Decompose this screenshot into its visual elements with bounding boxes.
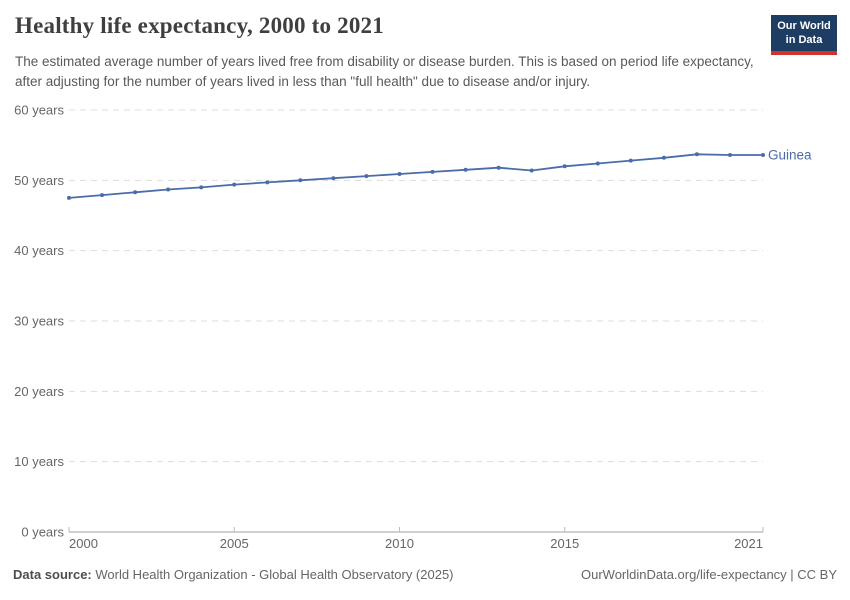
data-source-text: World Health Organization - Global Healt… [91,567,454,582]
page-title: Healthy life expectancy, 2000 to 2021 [15,13,384,38]
data-point[interactable] [232,182,237,187]
x-tick-label: 2015 [550,536,579,551]
page-subtitle: The estimated average number of years li… [15,54,754,89]
data-point[interactable] [430,169,435,174]
x-tick-label: 2000 [69,536,98,551]
data-point[interactable] [133,190,138,195]
chart-footer: Data source: World Health Organization -… [13,567,837,582]
y-tick-label: 50 years [14,173,64,188]
data-point[interactable] [529,168,534,173]
owid-logo-stripe [771,51,837,55]
data-source-label: Data source: [13,567,92,582]
data-point[interactable] [199,185,204,190]
data-source-note: Data source: World Health Organization -… [13,567,454,582]
data-point[interactable] [100,193,104,198]
data-point[interactable] [265,180,270,185]
series-line[interactable] [68,153,763,199]
data-point[interactable] [298,178,303,183]
owid-url-license[interactable]: OurWorldinData.org/life-expectancy | CC … [580,567,837,582]
x-tick-label: 2021 [734,536,763,551]
data-point[interactable] [166,187,171,192]
owid-logo-line1: Our World [777,20,831,32]
data-point[interactable] [661,155,666,160]
data-point[interactable] [728,153,732,157]
y-tick-label: 0 years [21,525,64,540]
line-chart-canvas: 0 years 10 years 20 years 30 years 40 years 5… [14,103,812,551]
series-end-label[interactable]: Guinea [768,148,812,163]
data-point[interactable] [331,176,336,181]
data-point[interactable] [463,167,468,172]
data-point[interactable] [761,153,765,157]
y-tick-label: 30 years [14,314,64,329]
data-point[interactable] [364,174,369,179]
data-point[interactable] [67,195,71,200]
y-tick-label: 10 years [14,454,64,469]
data-point[interactable] [694,152,699,157]
data-point[interactable] [595,161,600,166]
data-point[interactable] [496,165,501,170]
data-point[interactable] [562,164,567,169]
owid-logo-line2: in Data [785,33,823,46]
data-point[interactable] [397,172,402,176]
owid-logo[interactable]: Our World in Data [771,15,837,55]
owid-logo-text: Our World in Data [771,15,837,51]
x-tick-label: 2005 [220,536,249,551]
y-tick-label: 60 years [14,103,64,118]
x-tick-label: 2010 [385,536,414,551]
y-tick-label: 20 years [14,384,64,399]
data-point[interactable] [628,158,633,163]
y-tick-label: 40 years [14,243,64,258]
